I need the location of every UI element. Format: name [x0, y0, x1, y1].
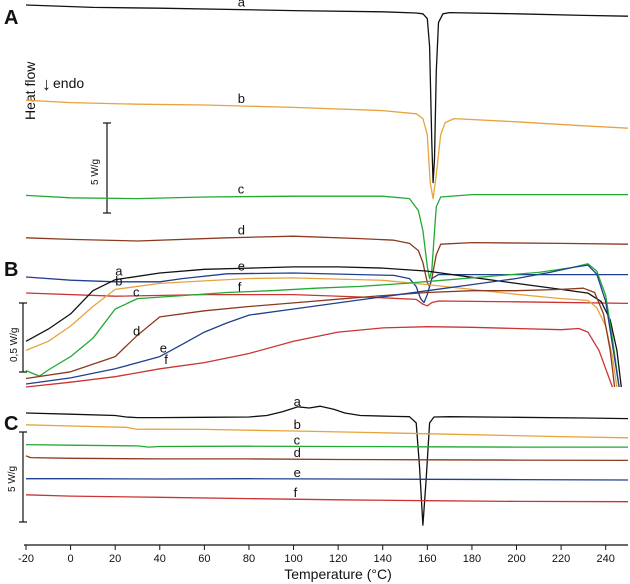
curve-label-a-f: f [238, 280, 242, 295]
heat-flow-label: Heat flow [22, 61, 38, 120]
x-tick-label: 240 [597, 553, 615, 565]
curve-label-a-a: a [238, 0, 246, 10]
curve-label-c-a: a [294, 394, 302, 409]
x-tick-label: 160 [418, 553, 436, 565]
panel-b-letter: B [4, 259, 18, 281]
curve-a-e [25, 272, 628, 304]
curve-c-c [25, 443, 628, 448]
curve-label-a-e: e [238, 259, 245, 274]
curve-b-b [25, 277, 618, 388]
curve-label-a-d: d [238, 223, 245, 238]
curve-a-b [25, 99, 629, 200]
x-tick-label: 100 [284, 553, 302, 565]
endo-label: endo [53, 75, 84, 91]
panel-c-letter: C [4, 413, 18, 435]
curve-c-b [25, 424, 629, 439]
curve-label-b-e: e [160, 341, 167, 356]
panel-a-letter: A [4, 7, 18, 29]
curve-label-c-c: c [294, 432, 301, 447]
curve-label-b-b: b [115, 273, 122, 288]
x-tick-label: 220 [552, 553, 570, 565]
curve-c-d [25, 455, 629, 462]
scale-label-a: 5 W/g [90, 159, 101, 185]
x-tick-label: 0 [68, 553, 74, 565]
x-ticks: -20 0 20 40 60 80 100 120 140 160 180 200 220 240 [18, 545, 615, 565]
scale-bar-b [19, 302, 27, 373]
scale-label-b: 0,5 W/g [9, 328, 20, 362]
curve-a-d [25, 235, 629, 288]
scale-label-c: 5 W/g [7, 466, 18, 492]
curve-a-c [25, 193, 628, 280]
x-tick-label: -20 [18, 553, 34, 565]
curve-label-c-f: f [294, 485, 298, 500]
x-tick-label: 180 [463, 553, 481, 565]
x-tick-label: 60 [198, 553, 210, 565]
endo-arrow-icon: ↓ [42, 74, 51, 94]
curve-label-b-a: a [115, 264, 123, 279]
x-tick-label: 140 [374, 553, 392, 565]
x-axis: -20 0 20 40 60 80 100 120 140 160 180 200 220 240 [18, 544, 628, 565]
curve-b-f [25, 326, 614, 388]
x-tick-label: 120 [329, 553, 347, 565]
curve-c-a [25, 405, 629, 526]
curve-label-b-d: d [133, 324, 140, 339]
curve-label-a-b: b [238, 91, 245, 106]
curve-c-f [25, 494, 629, 503]
curve-b-d [25, 287, 616, 388]
x-axis-title: Temperature (°C) [284, 566, 392, 582]
curve-b-e [25, 264, 620, 388]
curve-a-a [25, 4, 629, 184]
x-tick-label: 200 [507, 553, 525, 565]
curve-c-e [26, 478, 629, 481]
curve-label-c-e: e [294, 465, 301, 480]
curve-label-c-d: d [294, 445, 301, 460]
curve-b-a [25, 266, 622, 388]
x-tick-label: 20 [109, 553, 121, 565]
curve-label-b-c: c [133, 285, 140, 300]
curve-b-c [25, 263, 620, 388]
scale-bar-a [103, 122, 111, 214]
x-tick-label: 40 [154, 553, 166, 565]
curve-label-c-b: b [294, 417, 301, 432]
curve-label-b-f: f [164, 352, 168, 367]
scale-bar-c [19, 431, 27, 523]
curve-label-a-c: c [238, 182, 245, 197]
x-tick-label: 80 [243, 553, 255, 565]
